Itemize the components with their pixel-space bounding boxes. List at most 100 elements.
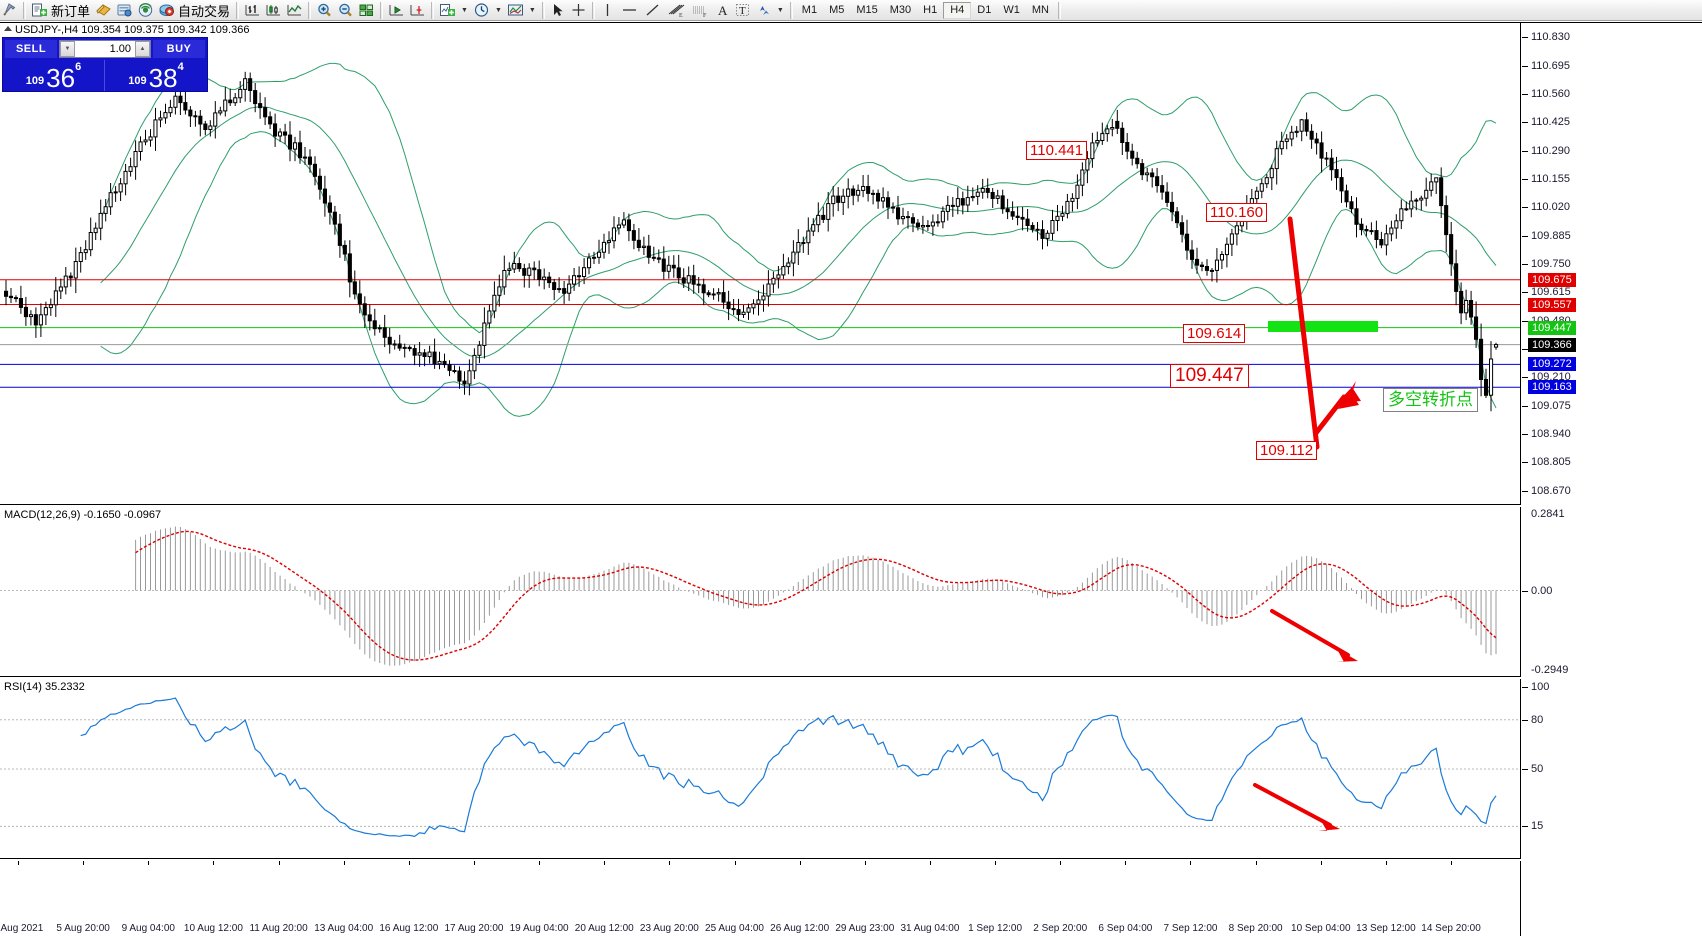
one-click-trading-panel[interactable]: SELL ▼ 1.00 ▲ BUY 109 36 6 109 38 4: [2, 37, 208, 92]
horizontal-line-icon[interactable]: [618, 1, 641, 20]
period-icon[interactable]: [471, 1, 492, 20]
anno-low-109112[interactable]: 109.112: [1256, 441, 1318, 460]
arrows-icon[interactable]: [753, 1, 774, 20]
target-2-badge[interactable]: 109.163: [1528, 380, 1576, 395]
rsi-tick-label: 80: [1531, 713, 1544, 726]
support-level-badge[interactable]: 109.447: [1528, 320, 1576, 335]
svg-text:E: E: [679, 13, 683, 18]
sell-button[interactable]: SELL: [5, 40, 57, 58]
zoom-out-icon[interactable]: [335, 1, 356, 20]
collapse-triangle-icon[interactable]: [4, 26, 12, 31]
crosshair-icon[interactable]: [568, 1, 589, 20]
candlestick-chart-icon[interactable]: [263, 1, 284, 20]
buy-button[interactable]: BUY: [153, 40, 205, 58]
timeframe-mn-button[interactable]: MN: [1031, 4, 1049, 16]
indicators-icon[interactable]: [437, 1, 458, 20]
cursor-arrow-icon[interactable]: [0, 1, 20, 20]
time-tick-label: 29 Aug 23:00: [835, 923, 895, 934]
timeframe-h4-button[interactable]: H4: [943, 1, 972, 19]
timeframe-m30-button[interactable]: M30: [889, 4, 912, 16]
trendline-icon[interactable]: [641, 1, 664, 20]
timeframe-w1-button[interactable]: W1: [1003, 4, 1020, 16]
svg-text:F: F: [703, 13, 707, 18]
macd-tick: [1522, 590, 1528, 592]
macd-plot[interactable]: MACD(12,26,9) -0.1650 -0.0967: [0, 507, 1521, 677]
new-order-label[interactable]: 新订单: [51, 4, 91, 20]
bull-bear-turning-point-note[interactable]: 多空转折点: [1383, 388, 1478, 412]
timeframe-m15-button[interactable]: M15: [856, 4, 878, 16]
rsi-plot[interactable]: RSI(14) 35.2332: [0, 679, 1521, 859]
time-tick: [1060, 861, 1062, 865]
anno-level-109447[interactable]: 109.447: [1170, 364, 1249, 388]
price-tick-label: 110.560: [1531, 87, 1570, 100]
timeframe-d1-button[interactable]: D1: [977, 4, 992, 16]
timeframe-h1-button[interactable]: H1: [923, 4, 938, 16]
timeframe-m1-button[interactable]: M1: [801, 4, 818, 16]
arrows-dropdown-caret-icon[interactable]: ▼: [776, 6, 784, 14]
macd-header-label: MACD(12,26,9) -0.1650 -0.0967: [4, 509, 162, 521]
line-chart-icon[interactable]: [284, 1, 305, 20]
chart-area[interactable]: USDJPY-,H4 109.354 109.375 109.342 109.3…: [0, 22, 1702, 936]
resistance-1-badge[interactable]: 109.675: [1528, 272, 1576, 287]
target-1-badge[interactable]: 109.272: [1528, 357, 1576, 372]
chart-shift-icon[interactable]: [386, 1, 407, 20]
price-tick-label: 110.830: [1531, 31, 1570, 44]
lot-decrement-button[interactable]: ▼: [60, 41, 75, 57]
time-axis[interactable]: 4 Aug 2021 5 Aug 20:00 9 Aug 04:00 10 Aug 1…: [0, 861, 1521, 936]
fibonacci-icon[interactable]: E: [664, 1, 688, 20]
resistance-2-badge[interactable]: 109.557: [1528, 297, 1576, 312]
text-icon[interactable]: T: [732, 1, 753, 20]
text-label-icon[interactable]: A: [712, 1, 732, 20]
symbol-header-text: USDJPY-,H4 109.354 109.375 109.342 109.3…: [15, 24, 250, 36]
price-tick: [1522, 150, 1528, 152]
price-axis[interactable]: 110.830 110.695 110.560 110.425 110.290 110.1…: [1522, 23, 1702, 936]
zoom-in-icon[interactable]: [314, 1, 335, 20]
rsi-tick-label: 100: [1531, 681, 1550, 693]
vertical-line-icon[interactable]: [598, 1, 618, 20]
time-tick-label: 6 Sep 04:00: [1098, 923, 1153, 934]
auto-trading-icon[interactable]: [156, 1, 177, 20]
buy-price-fraction: 4: [177, 61, 184, 73]
time-tick-label: 10 Aug 12:00: [183, 923, 243, 934]
time-tick-label: 9 Aug 04:00: [121, 923, 175, 934]
lot-size-value[interactable]: 1.00: [109, 43, 131, 55]
period-dropdown-caret-icon[interactable]: ▼: [494, 6, 502, 14]
time-tick: [799, 861, 801, 865]
time-tick: [148, 861, 150, 865]
templates-icon[interactable]: [505, 1, 526, 20]
toolbar-separator: [591, 1, 595, 19]
price-plot[interactable]: [0, 23, 1521, 505]
time-tick: [604, 861, 606, 865]
indicators-dropdown-caret-icon[interactable]: ▼: [461, 6, 468, 14]
network-icon[interactable]: [135, 1, 156, 20]
expert-advisor-icon[interactable]: [93, 1, 114, 20]
rsi-svg: [0, 697, 1520, 838]
rsi-tick-label: 15: [1531, 820, 1544, 833]
macd-tick-label: 0.00: [1531, 584, 1553, 597]
anno-high-110441[interactable]: 110.441: [1026, 141, 1088, 160]
auto-scroll-icon[interactable]: [407, 1, 428, 20]
last-price-badge[interactable]: 109.366: [1528, 337, 1576, 352]
bar-chart-icon[interactable]: [242, 1, 263, 20]
auto-trading-label[interactable]: 自动交易: [178, 4, 231, 20]
anno-high-110160[interactable]: 110.160: [1206, 203, 1268, 222]
lot-size-input[interactable]: ▼ 1.00 ▲: [59, 40, 151, 58]
timeframe-m5-button[interactable]: M5: [829, 4, 845, 16]
time-tick: [213, 861, 215, 865]
data-window-icon[interactable]: [114, 1, 135, 20]
price-tick: [1522, 490, 1528, 492]
select-cursor-icon[interactable]: [548, 1, 568, 20]
trade-panel-quotes-row: 109 36 6 109 38 4: [3, 60, 207, 91]
buy-price-quote[interactable]: 109 38 4: [105, 60, 207, 91]
price-tick-label: 109.885: [1531, 229, 1571, 242]
lot-increment-button[interactable]: ▲: [135, 41, 150, 57]
anno-level-109614[interactable]: 109.614: [1183, 324, 1246, 343]
macd-tick-label: -0.2949: [1531, 664, 1569, 676]
toolbar-separator: [308, 1, 312, 19]
rsi-tick: [1522, 826, 1528, 828]
sell-price-quote[interactable]: 109 36 6: [3, 60, 105, 91]
tile-windows-icon[interactable]: [356, 1, 377, 20]
templates-dropdown-caret-icon[interactable]: ▼: [528, 6, 536, 14]
channel-icon[interactable]: F: [688, 1, 712, 20]
new-order-icon[interactable]: [29, 1, 50, 20]
